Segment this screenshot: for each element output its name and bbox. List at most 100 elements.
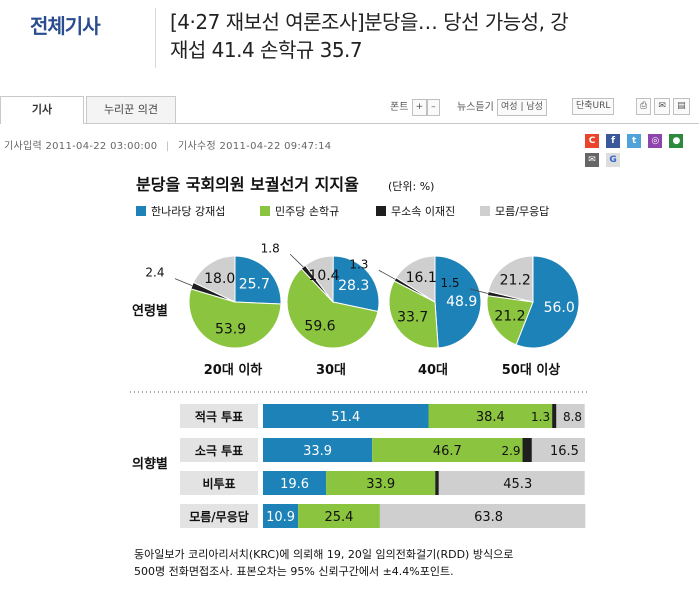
male-voice-option[interactable]: 남성 <box>526 101 543 112</box>
legend-label: 무소속 이재진 <box>391 205 455 218</box>
legend-label: 한나라당 강재섭 <box>151 205 225 218</box>
pie-slice <box>486 295 534 346</box>
bar-data-label: 33.9 <box>303 444 332 459</box>
pie-leader-line <box>174 278 193 286</box>
pie-data-label: 2.4 <box>145 266 164 280</box>
font-size-tool: 폰트 + – <box>390 98 440 116</box>
bar-data-label: 38.4 <box>476 410 505 425</box>
voice-selector[interactable]: 여성 | 남성 <box>497 98 547 116</box>
pie-data-label: 53.9 <box>215 321 246 337</box>
share-buttons: C f t ◎ ● ✉ G <box>585 134 699 167</box>
print-icon[interactable]: ⎙ <box>636 98 652 115</box>
facebook-share-icon[interactable]: f <box>606 134 621 148</box>
pie-slice <box>192 255 236 303</box>
font-increase-button[interactable]: + <box>411 98 428 116</box>
poll-chart-svg: 분당을 국회의원 보궐선거 지지율 (단위: %) 한나라당 강재섭 민주당 손학규 무… <box>130 175 590 578</box>
bar-data-label: 46.7 <box>433 444 462 459</box>
section-title-area: 전체기사 <box>0 0 155 70</box>
legend-swatch <box>376 206 386 216</box>
news-listen-label: 뉴스듣기 <box>457 102 494 113</box>
age-group-name: 40대 <box>418 363 448 378</box>
bar-segment <box>326 471 436 495</box>
bar-data-label: 51.4 <box>331 410 360 425</box>
pie-data-label: 1.3 <box>349 257 368 271</box>
legend-label: 모름/무응답 <box>495 205 549 218</box>
pie-slice <box>434 255 482 349</box>
me2day-share-icon[interactable]: ◎ <box>648 134 663 148</box>
bar-segment <box>263 404 429 428</box>
pie-slice <box>286 267 379 349</box>
section-title: 전체기사 <box>30 14 101 38</box>
pie-slice <box>332 255 380 313</box>
short-url-button[interactable]: 단축URL <box>572 98 615 115</box>
modified-date: 2011-04-22 09:47:14 <box>219 141 332 152</box>
age-group-name: 50대 이상 <box>502 362 561 378</box>
yozm-share-icon[interactable]: ● <box>669 134 684 148</box>
source-note-line-1: 동아일보가 코리아리서치(KRC)에 의뢰해 19, 20일 임의전화걸기(RD… <box>134 547 513 561</box>
bar-segment <box>428 404 553 428</box>
pie-data-label: 21.2 <box>500 273 531 289</box>
tab-comments[interactable]: 누리꾼 의견 <box>86 96 176 123</box>
intent-row-label: 비투표 <box>202 476 235 491</box>
bar-segment <box>263 504 299 528</box>
poll-infographic: 분당을 국회의원 보궐선거 지지율 (단위: %) 한나라당 강재섭 민주당 손학규 무… <box>130 162 590 585</box>
legend-label: 민주당 손학규 <box>275 205 339 218</box>
voice-divider: | <box>520 101 524 112</box>
bar-data-label: 8.8 <box>563 410 582 424</box>
header-divider <box>155 8 156 68</box>
female-voice-option[interactable]: 여성 <box>501 101 518 112</box>
headline-line-1: [4·27 재보선 여론조사]분당을… 당선 가능성, 강 <box>170 10 569 34</box>
bar-segment <box>298 504 380 528</box>
legend-swatch <box>136 206 146 216</box>
pie-leader-line <box>289 253 304 268</box>
pie-data-label: 59.6 <box>304 318 335 334</box>
bar-data-label: 19.6 <box>280 477 309 492</box>
published-date: 2011-04-22 03:00:00 <box>45 141 158 152</box>
age-group-name: 20대 이하 <box>204 362 263 378</box>
bar-segment <box>435 471 439 495</box>
pie-slice <box>234 255 282 305</box>
tab-article[interactable]: 기사 <box>0 96 84 124</box>
bar-data-label: 45.3 <box>503 477 532 492</box>
news-listen-tool: 뉴스듣기 여성 | 남성 <box>457 98 547 116</box>
short-url-tool: 단축URL <box>572 98 615 115</box>
pie-data-label: 16.1 <box>406 270 437 286</box>
bar-segment <box>372 438 523 462</box>
pie-data-label: 18.0 <box>204 271 235 287</box>
bar-segment <box>263 471 327 495</box>
scrap-icon[interactable]: ▤ <box>673 98 690 115</box>
pie-leader-line <box>469 288 488 294</box>
source-note-line-2: 500명 전화면접조사. 표본오차는 95% 신뢰구간에서 ±4.4%포인트. <box>134 565 454 578</box>
bar-segment <box>552 404 557 428</box>
pie-slice <box>188 288 282 349</box>
article-tab-bar: 기사 누리꾼 의견 <box>0 96 699 124</box>
bar-data-label: 2.9 <box>501 444 520 458</box>
bar-segment <box>522 438 532 462</box>
google-share-icon[interactable]: G <box>606 153 621 167</box>
legend-swatch <box>260 206 270 216</box>
bar-segment <box>531 438 585 462</box>
bar-segment <box>438 471 585 495</box>
pie-data-label: 25.7 <box>239 277 270 293</box>
pie-data-label: 21.2 <box>494 308 525 324</box>
font-decrease-button[interactable]: – <box>427 98 440 116</box>
pie-slice <box>304 255 334 304</box>
mail-share-icon[interactable]: ✉ <box>585 153 599 167</box>
pie-slice <box>487 255 534 303</box>
pie-slice <box>515 255 580 349</box>
article-meta: 기사입력 2011-04-22 03:00:00 | 기사수정 2011-04-… <box>4 141 332 152</box>
twitter-share-icon[interactable]: t <box>627 134 642 148</box>
intent-row-label-bg <box>180 471 258 495</box>
intent-row-label: 소극 투표 <box>195 444 243 458</box>
headline-line-2: 재섭 41.4 손학규 35.7 <box>170 38 363 62</box>
age-group-label: 연령별 <box>132 303 168 319</box>
pie-leader-line <box>378 269 396 280</box>
bar-data-label: 16.5 <box>550 444 579 459</box>
bar-segment <box>556 404 585 428</box>
age-group-name: 30대 <box>316 363 346 378</box>
bar-data-label: 10.9 <box>266 510 295 525</box>
pie-data-label: 10.4 <box>308 268 339 284</box>
email-icon[interactable]: ✉ <box>654 98 670 115</box>
intent-row-label: 적극 투표 <box>195 409 243 424</box>
cyworld-share-icon[interactable]: C <box>585 134 599 148</box>
